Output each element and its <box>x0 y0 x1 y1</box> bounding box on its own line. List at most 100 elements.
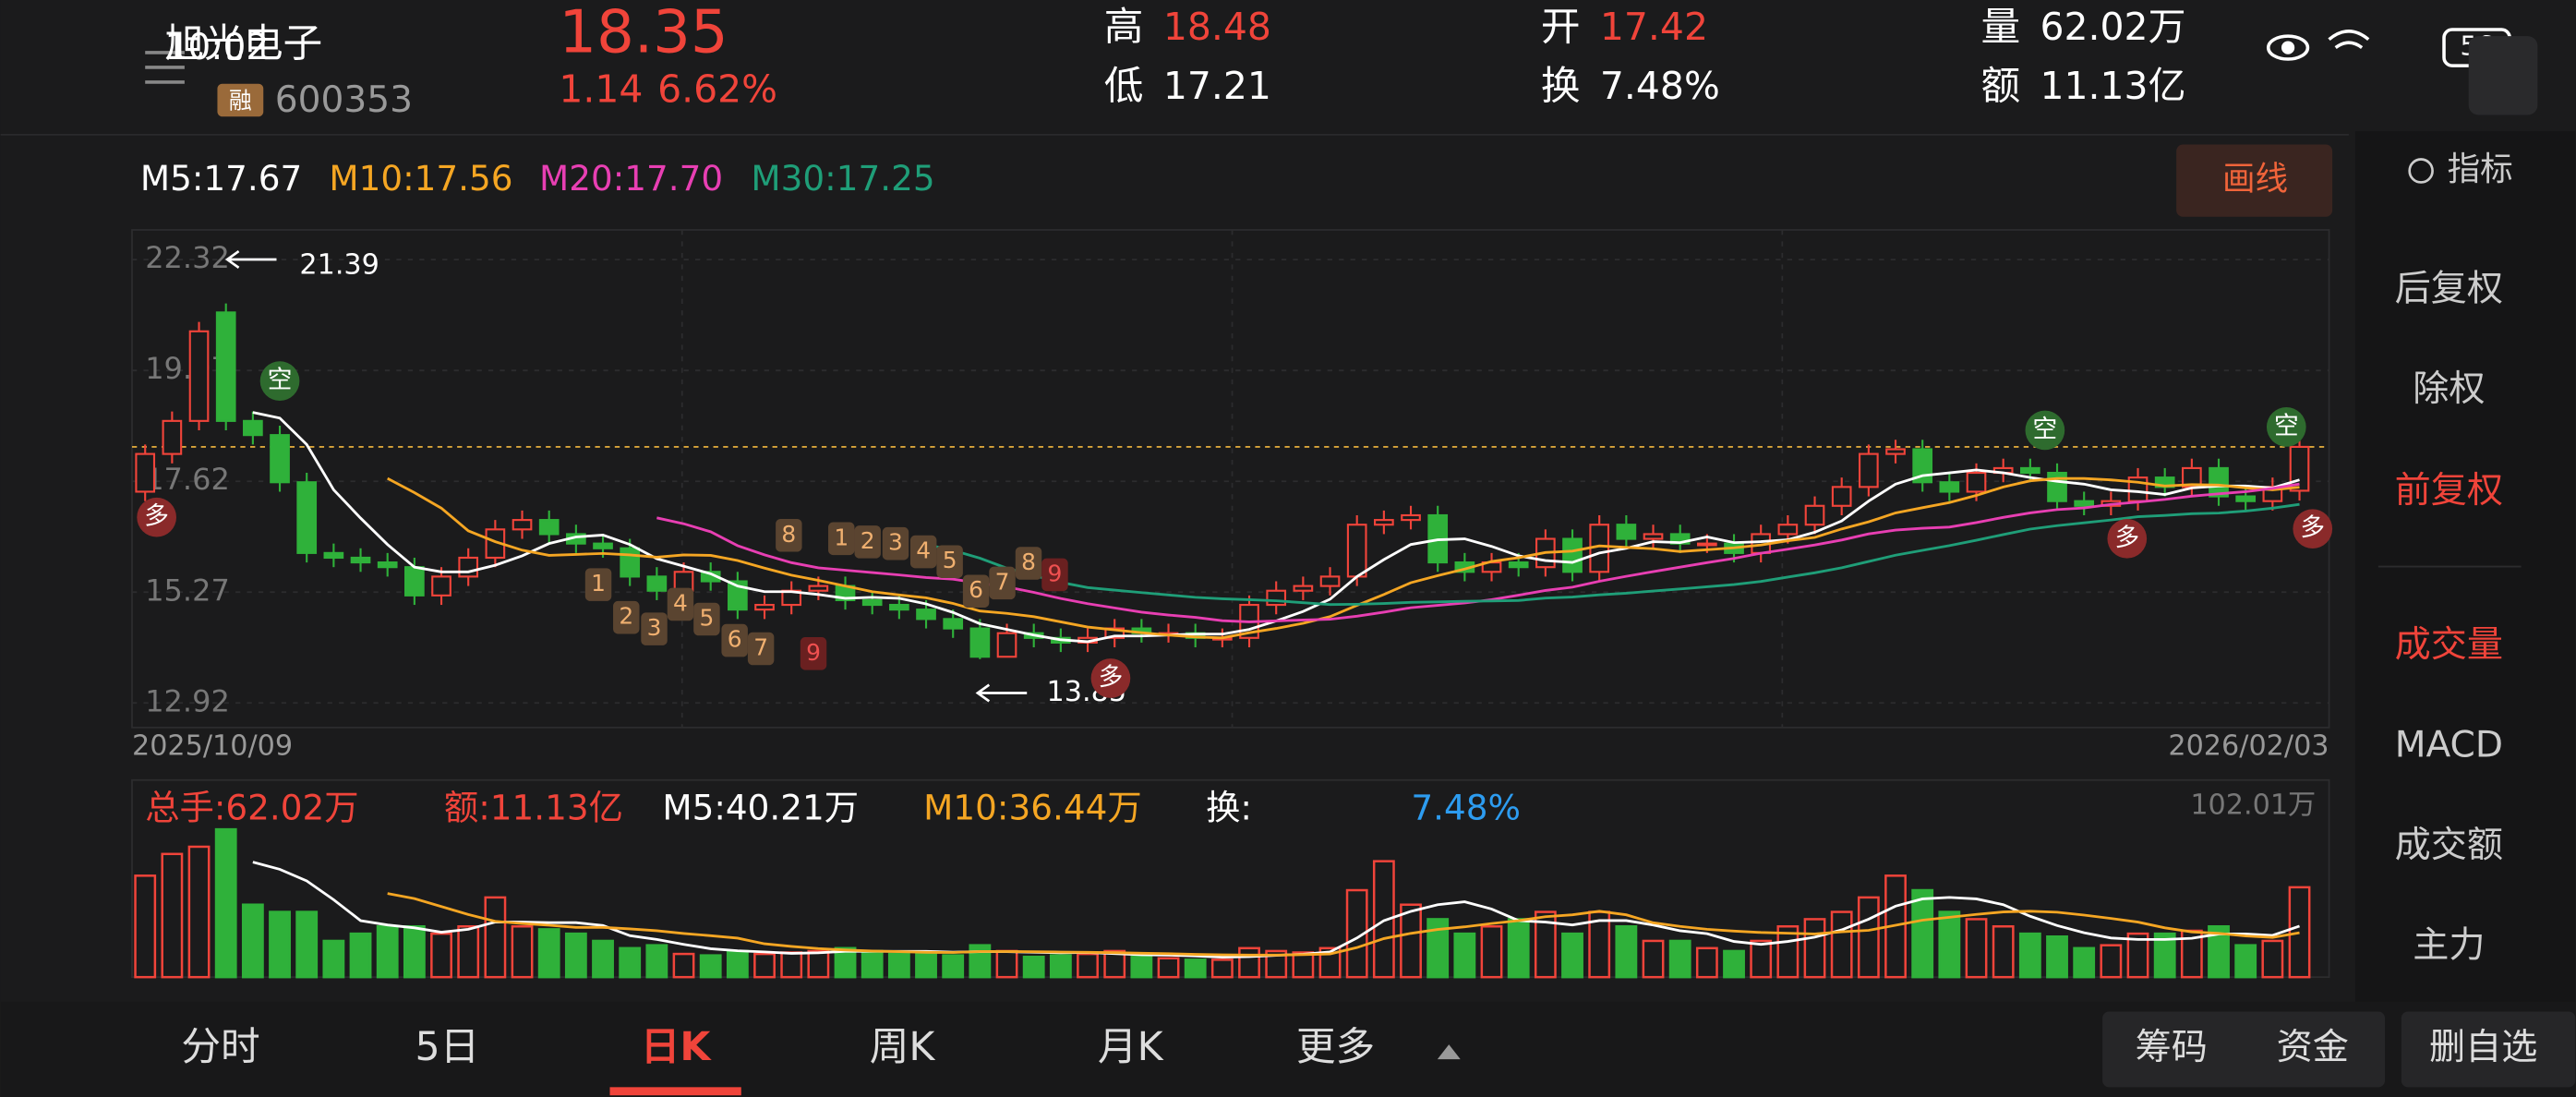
volume-bar <box>1830 910 1853 979</box>
volume-legend-item: M5:40.21万 <box>662 787 859 827</box>
candle-body <box>646 575 668 592</box>
bottom-button[interactable]: 删自选 <box>2429 1027 2537 1068</box>
side-menu-item[interactable]: 成交量 <box>2395 624 2503 666</box>
td-bg <box>882 526 909 561</box>
y-tick-label: 15.27 <box>145 573 230 608</box>
td-count: 4 <box>673 589 688 616</box>
volume-legend-item: 7.48% <box>1411 787 1521 827</box>
bottom-button[interactable]: 资金 <box>2277 1027 2349 1068</box>
candle-body <box>1266 589 1287 607</box>
signal: 空 <box>268 366 293 394</box>
side-menu-item[interactable]: 前复权 <box>2395 470 2503 512</box>
td-count: 5 <box>943 547 957 573</box>
quote-value: 17.21 <box>1163 64 1271 108</box>
candle-body <box>431 575 451 597</box>
td-count: 4 <box>916 537 931 564</box>
td-bg <box>936 545 963 579</box>
candle-body <box>1562 537 1583 573</box>
quote-label: 高 <box>1104 5 1144 51</box>
volume-bar <box>807 949 830 979</box>
ma-line <box>387 476 2300 640</box>
annotation-arrow <box>975 683 1028 703</box>
change-pct: 6.62% <box>657 67 777 112</box>
td-bg <box>1015 547 1042 580</box>
ma-legend-item: M10:17.56 <box>329 158 512 199</box>
side-menu-item[interactable]: 除权 <box>2413 368 2485 410</box>
volume-bar <box>1184 958 1207 979</box>
stock-name: 旭光电子 <box>165 20 323 66</box>
candle-body <box>458 556 479 578</box>
td-bg <box>800 637 827 670</box>
td-count: 2 <box>619 603 633 630</box>
tab[interactable]: 月K <box>1098 1024 1164 1070</box>
volume-legend-item: 换: <box>1206 787 1252 827</box>
candle-body <box>243 419 263 437</box>
ma-legend-item: M30:17.25 <box>751 158 934 199</box>
side-menu-item[interactable]: 主力 <box>2413 925 2485 967</box>
candle-body <box>728 580 748 611</box>
badge-bg <box>217 83 264 117</box>
volume-bar <box>295 910 319 979</box>
volume-bar <box>511 925 534 979</box>
bottom-button[interactable]: 筹码 <box>2136 1027 2208 1068</box>
volume-bar <box>1803 918 1826 979</box>
quote-label: 换 <box>1541 64 1581 110</box>
volume-bar <box>187 845 211 979</box>
volume-bar <box>2234 944 2257 979</box>
volume-bar <box>1210 958 1234 979</box>
candle-body <box>1401 513 1421 522</box>
volume-bar <box>1911 888 1934 979</box>
ma-legend: M5:17.67 M10:17.56 M20:17.70 M30:17.25 <box>140 158 935 199</box>
menu-icon[interactable] <box>145 51 185 84</box>
volume-legend-item: 总手:62.02万 <box>145 787 358 827</box>
side-menu-item[interactable]: 成交额 <box>2395 825 2503 866</box>
quote-value: 18.48 <box>1163 5 1271 49</box>
volume-bar <box>2208 925 2230 979</box>
volume-bar <box>1022 955 1045 979</box>
y-tick-label: 19.97 <box>145 351 230 386</box>
volume-bar <box>1238 946 1260 979</box>
candle-body <box>996 632 1017 658</box>
draw-button[interactable] <box>2176 144 2333 217</box>
volume-bar <box>1103 949 1126 979</box>
side-menu-item[interactable]: 后复权 <box>2395 268 2503 309</box>
side-menu-item[interactable]: MACD <box>2395 725 2503 766</box>
td-count: 1 <box>834 524 849 550</box>
td-count: 8 <box>1021 548 1036 575</box>
candle-body <box>1777 524 1799 536</box>
td-bg <box>584 568 612 601</box>
volume-bar <box>1992 925 2015 979</box>
volume-bar <box>1965 918 1988 979</box>
volume-legend-item: M10:36.44万 <box>923 787 1141 827</box>
candle-body <box>916 609 936 621</box>
td-bg <box>909 535 937 569</box>
tab[interactable]: 更多 <box>1296 1024 1375 1070</box>
volume-bar <box>349 932 372 979</box>
candle-body <box>1697 542 1717 547</box>
volume-bar <box>1130 955 1153 979</box>
volume-bar <box>241 903 264 979</box>
indicator-label[interactable]: 指标 <box>2448 151 2513 188</box>
button-bg <box>2102 1011 2385 1088</box>
tab[interactable]: 5日 <box>415 1024 480 1070</box>
td-bg <box>667 587 694 621</box>
volume-bar <box>2100 944 2123 979</box>
volume-bar <box>619 946 642 979</box>
candle-body <box>593 542 613 549</box>
td-bg <box>828 522 855 556</box>
candle-body <box>754 603 775 611</box>
landscape-button[interactable] <box>2468 36 2538 115</box>
td-count: 9 <box>806 639 821 666</box>
volume-bar <box>1318 946 1342 979</box>
annotation-arrow <box>224 250 277 269</box>
tab[interactable]: 分时 <box>181 1024 259 1070</box>
td-bg <box>776 518 802 552</box>
candle-body <box>620 547 641 578</box>
td-bg <box>962 574 990 609</box>
y-tick-label: 12.92 <box>145 683 230 718</box>
tab[interactable]: 日K <box>641 1024 713 1070</box>
tab[interactable]: 周K <box>870 1024 936 1070</box>
candle-body <box>969 627 991 658</box>
